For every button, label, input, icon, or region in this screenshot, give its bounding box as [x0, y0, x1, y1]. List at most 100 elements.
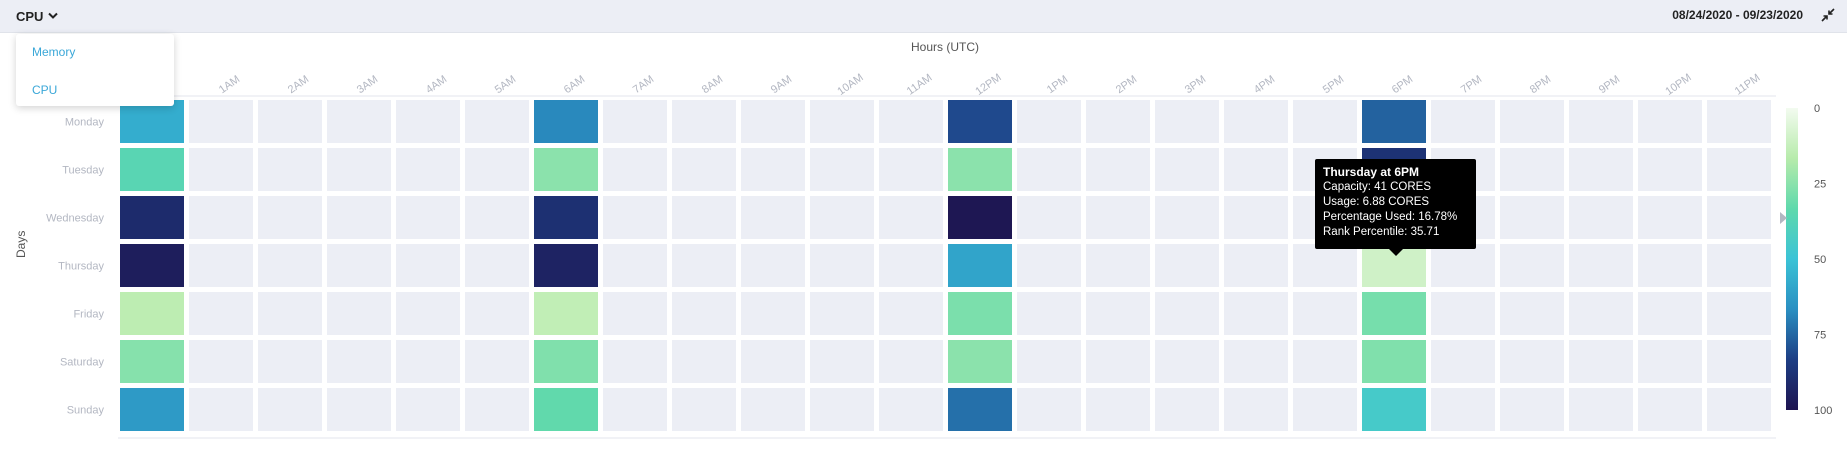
- heatmap-cell[interactable]: [1086, 100, 1150, 143]
- heatmap-cell[interactable]: [1707, 340, 1771, 383]
- heatmap-cell[interactable]: [1155, 292, 1219, 335]
- heatmap-cell[interactable]: [1155, 244, 1219, 287]
- heatmap-cell[interactable]: [603, 244, 667, 287]
- heatmap-cell[interactable]: [1431, 100, 1495, 143]
- heatmap-cell[interactable]: [1017, 148, 1081, 191]
- heatmap-cell[interactable]: [327, 340, 391, 383]
- heatmap-cell[interactable]: [258, 292, 322, 335]
- heatmap-cell[interactable]: [1638, 340, 1702, 383]
- heatmap-cell[interactable]: [1155, 196, 1219, 239]
- heatmap-cell[interactable]: [879, 148, 943, 191]
- heatmap-cell[interactable]: [1431, 340, 1495, 383]
- heatmap-cell[interactable]: [948, 388, 1012, 431]
- heatmap-cell[interactable]: [1500, 100, 1564, 143]
- heatmap-cell[interactable]: [1293, 100, 1357, 143]
- heatmap-cell[interactable]: [879, 388, 943, 431]
- heatmap-cell[interactable]: [327, 148, 391, 191]
- heatmap-cell[interactable]: [1362, 292, 1426, 335]
- heatmap-cell[interactable]: [396, 196, 460, 239]
- heatmap-cell[interactable]: [603, 340, 667, 383]
- heatmap-cell[interactable]: [1155, 100, 1219, 143]
- heatmap-cell[interactable]: [465, 388, 529, 431]
- heatmap-cell[interactable]: [1638, 388, 1702, 431]
- heatmap-cell[interactable]: [189, 340, 253, 383]
- heatmap-cell[interactable]: [741, 100, 805, 143]
- heatmap-cell[interactable]: [258, 388, 322, 431]
- heatmap-cell[interactable]: [603, 148, 667, 191]
- heatmap-cell[interactable]: [258, 196, 322, 239]
- heatmap-cell[interactable]: [1638, 244, 1702, 287]
- heatmap-cell[interactable]: [189, 388, 253, 431]
- heatmap-cell[interactable]: [534, 388, 598, 431]
- heatmap-cell[interactable]: [1707, 292, 1771, 335]
- heatmap-cell[interactable]: [258, 244, 322, 287]
- heatmap-cell[interactable]: [1569, 100, 1633, 143]
- heatmap-cell[interactable]: [672, 100, 736, 143]
- heatmap-cell[interactable]: [672, 340, 736, 383]
- heatmap-cell[interactable]: [1431, 292, 1495, 335]
- heatmap-cell[interactable]: [1224, 292, 1288, 335]
- dropdown-option-cpu[interactable]: CPU: [32, 83, 58, 97]
- heatmap-cell[interactable]: [1707, 196, 1771, 239]
- heatmap-cell[interactable]: [741, 340, 805, 383]
- heatmap-cell[interactable]: [189, 196, 253, 239]
- heatmap-cell[interactable]: [948, 148, 1012, 191]
- heatmap-cell[interactable]: [1569, 340, 1633, 383]
- heatmap-cell[interactable]: [327, 244, 391, 287]
- heatmap-cell[interactable]: [1017, 244, 1081, 287]
- heatmap-cell[interactable]: [672, 292, 736, 335]
- heatmap-cell[interactable]: [672, 388, 736, 431]
- heatmap-cell[interactable]: [948, 100, 1012, 143]
- heatmap-cell[interactable]: [534, 148, 598, 191]
- heatmap-cell[interactable]: [672, 196, 736, 239]
- heatmap-cell[interactable]: [258, 100, 322, 143]
- heatmap-cell[interactable]: [465, 244, 529, 287]
- heatmap-cell[interactable]: [1086, 148, 1150, 191]
- heatmap-cell[interactable]: [189, 148, 253, 191]
- heatmap-cell[interactable]: [810, 292, 874, 335]
- heatmap-cell[interactable]: [1431, 244, 1495, 287]
- heatmap-cell[interactable]: [120, 196, 184, 239]
- heatmap-cell[interactable]: [1086, 244, 1150, 287]
- heatmap-cell[interactable]: [1086, 292, 1150, 335]
- heatmap-cell[interactable]: [1086, 340, 1150, 383]
- heatmap-cell[interactable]: [534, 244, 598, 287]
- heatmap-cell[interactable]: [1362, 388, 1426, 431]
- heatmap-cell[interactable]: [1569, 148, 1633, 191]
- heatmap-cell[interactable]: [879, 292, 943, 335]
- heatmap-cell[interactable]: [258, 148, 322, 191]
- heatmap-cell[interactable]: [1707, 244, 1771, 287]
- heatmap-cell[interactable]: [810, 196, 874, 239]
- heatmap-cell[interactable]: [1638, 100, 1702, 143]
- heatmap-cell[interactable]: [1500, 148, 1564, 191]
- heatmap-cell[interactable]: [1500, 244, 1564, 287]
- heatmap-cell[interactable]: [810, 244, 874, 287]
- heatmap-cell[interactable]: [120, 148, 184, 191]
- heatmap-cell[interactable]: [327, 388, 391, 431]
- heatmap-cell[interactable]: [1224, 388, 1288, 431]
- heatmap-cell[interactable]: [120, 340, 184, 383]
- collapse-arrows-icon[interactable]: [1821, 8, 1835, 22]
- heatmap-cell[interactable]: [327, 292, 391, 335]
- heatmap-cell[interactable]: [1638, 292, 1702, 335]
- heatmap-cell[interactable]: [879, 196, 943, 239]
- heatmap-cell[interactable]: [1707, 388, 1771, 431]
- heatmap-cell[interactable]: [948, 340, 1012, 383]
- heatmap-cell[interactable]: [1224, 244, 1288, 287]
- heatmap-cell[interactable]: [1224, 340, 1288, 383]
- heatmap-cell[interactable]: [189, 244, 253, 287]
- heatmap-cell[interactable]: [741, 148, 805, 191]
- heatmap-cell[interactable]: [603, 100, 667, 143]
- heatmap-cell[interactable]: [120, 388, 184, 431]
- heatmap-cell[interactable]: [189, 292, 253, 335]
- heatmap-cell[interactable]: [1638, 148, 1702, 191]
- heatmap-cell[interactable]: [396, 340, 460, 383]
- heatmap-cell[interactable]: [603, 292, 667, 335]
- heatmap-cell[interactable]: [1086, 388, 1150, 431]
- heatmap-cell[interactable]: [741, 244, 805, 287]
- heatmap-cell[interactable]: [672, 148, 736, 191]
- heatmap-cell[interactable]: [1569, 388, 1633, 431]
- heatmap-cell[interactable]: [120, 100, 184, 143]
- heatmap-cell[interactable]: [327, 196, 391, 239]
- heatmap-cell[interactable]: [534, 340, 598, 383]
